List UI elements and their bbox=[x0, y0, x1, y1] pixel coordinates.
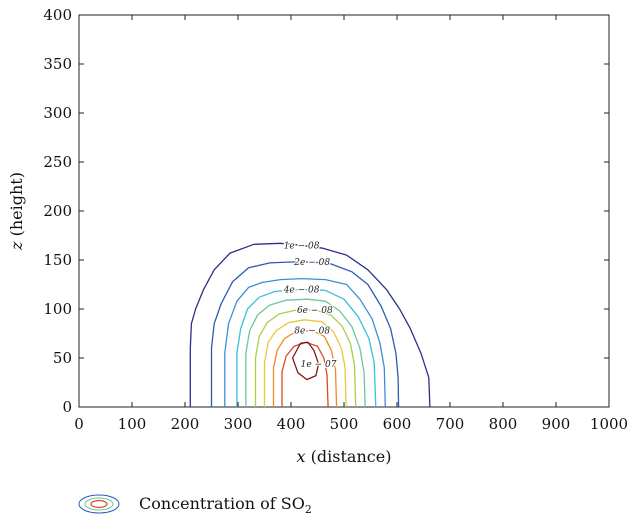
x-tick-label: 900 bbox=[542, 415, 571, 433]
contour-line bbox=[254, 309, 357, 408]
contour-line bbox=[245, 298, 366, 408]
x-axis-label: x (distance) bbox=[297, 447, 392, 466]
y-tick-label: 200 bbox=[43, 202, 72, 220]
x-tick-label: 700 bbox=[436, 415, 465, 433]
contour-label: 6e − 08 bbox=[297, 306, 333, 316]
contour-lines bbox=[189, 242, 431, 408]
contour-label: 8e − 08 bbox=[294, 327, 330, 337]
legend: Concentration of SO2 bbox=[78, 494, 312, 516]
legend-label: Concentration of SO2 bbox=[139, 494, 312, 516]
x-tick-label: 0 bbox=[74, 415, 84, 433]
y-tick-label: 350 bbox=[43, 55, 72, 73]
y-axis-ticks: 0 50 100 150 200 250 300 350 400 bbox=[43, 6, 609, 416]
y-tick-label: 150 bbox=[43, 251, 72, 269]
y-tick-label: 300 bbox=[43, 104, 72, 122]
contour-line bbox=[263, 319, 347, 408]
x-axis-ticks: 0 100 200 300 400 500 600 700 800 900 1000 bbox=[74, 15, 628, 433]
contour-label: 4e − 08 bbox=[283, 285, 320, 295]
x-tick-label: 300 bbox=[224, 415, 253, 433]
contour-label: 1e − 08 bbox=[284, 241, 320, 251]
y-tick-label: 50 bbox=[53, 349, 72, 367]
contour-label: 2e − 08 bbox=[293, 258, 330, 268]
contour-label: 1e − 07 bbox=[301, 360, 337, 370]
contour-labels: 1e − 08 2e − 08 4e − 08 6e − 08 8e − 08 1e − … bbox=[281, 240, 338, 371]
x-tick-label: 200 bbox=[171, 415, 200, 433]
x-tick-label: 100 bbox=[118, 415, 147, 433]
x-tick-label: 1000 bbox=[590, 415, 628, 433]
y-tick-label: 100 bbox=[43, 300, 72, 318]
contour-line bbox=[272, 329, 338, 408]
contour-line bbox=[224, 277, 386, 408]
x-tick-label: 400 bbox=[277, 415, 306, 433]
y-tick-label: 400 bbox=[43, 6, 72, 24]
x-tick-label: 500 bbox=[330, 415, 359, 433]
x-tick-label: 600 bbox=[383, 415, 412, 433]
contour-line bbox=[281, 341, 329, 408]
y-axis-label: z (height) bbox=[7, 172, 26, 251]
x-tick-label: 800 bbox=[489, 415, 518, 433]
contour-line bbox=[210, 261, 400, 408]
contour-line bbox=[189, 242, 431, 408]
y-tick-label: 250 bbox=[43, 153, 72, 171]
contour-line bbox=[236, 288, 377, 408]
contour-line bbox=[291, 341, 320, 381]
y-tick-label: 0 bbox=[62, 398, 72, 416]
contour-legend-icon bbox=[78, 494, 120, 514]
plot-frame bbox=[78, 14, 610, 408]
